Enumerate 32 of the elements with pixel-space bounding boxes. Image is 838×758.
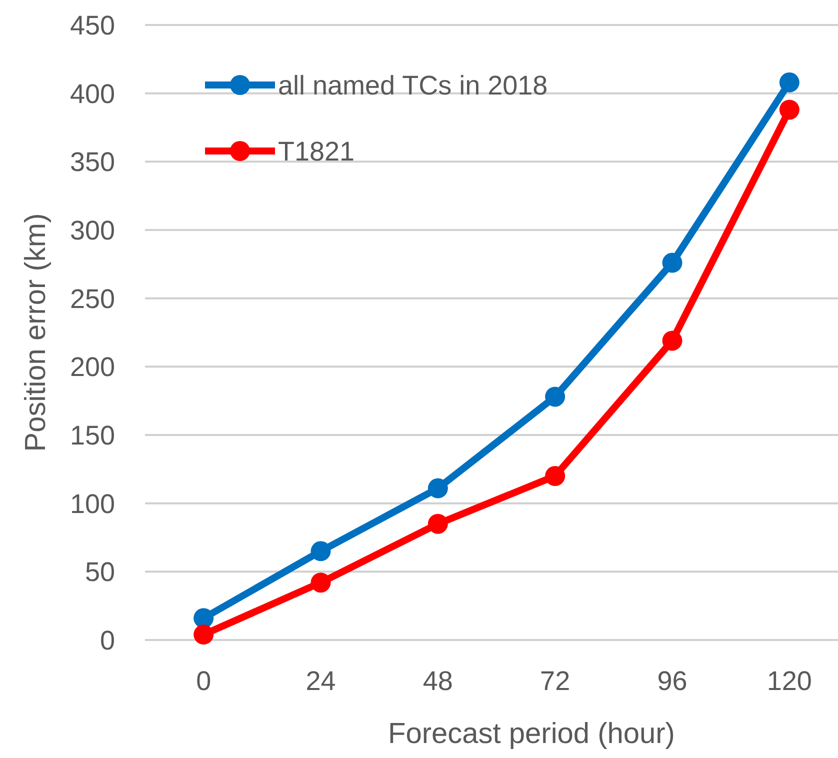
y-tick-label: 50 [84,557,115,588]
x-tick-label: 0 [196,666,212,696]
y-tick-label: 350 [70,147,115,178]
x-tick-label: 96 [657,666,688,696]
x-tick-label: 120 [766,666,812,696]
y-tick-label: 400 [70,78,115,109]
y-tick-label: 250 [70,284,115,314]
y-tick-label: 100 [70,488,115,519]
x-tick-label: 72 [540,666,570,696]
legend-label: T1821 [278,136,355,166]
legend-label: all named TCs in 2018 [278,70,548,100]
point [662,330,682,351]
point [545,466,566,486]
x-tick-label: 48 [422,666,453,696]
point [545,386,566,407]
point [194,608,214,628]
y-tick-label: 200 [70,352,115,382]
y-axis-title: Position error (km) [20,213,52,452]
point [428,514,448,534]
y-tick-label: 0 [100,625,115,656]
point [194,624,214,645]
point [310,541,331,562]
point [662,252,682,273]
point [428,478,448,498]
y-tick-label: 300 [70,215,115,246]
y-tick-label: 450 [70,10,115,40]
point [779,100,800,120]
x-tick-label: 24 [306,666,336,696]
point [779,72,800,92]
y-tick-label: 150 [70,420,115,450]
x-axis-title: Forecast period (hour) [388,718,675,750]
point [310,572,331,593]
